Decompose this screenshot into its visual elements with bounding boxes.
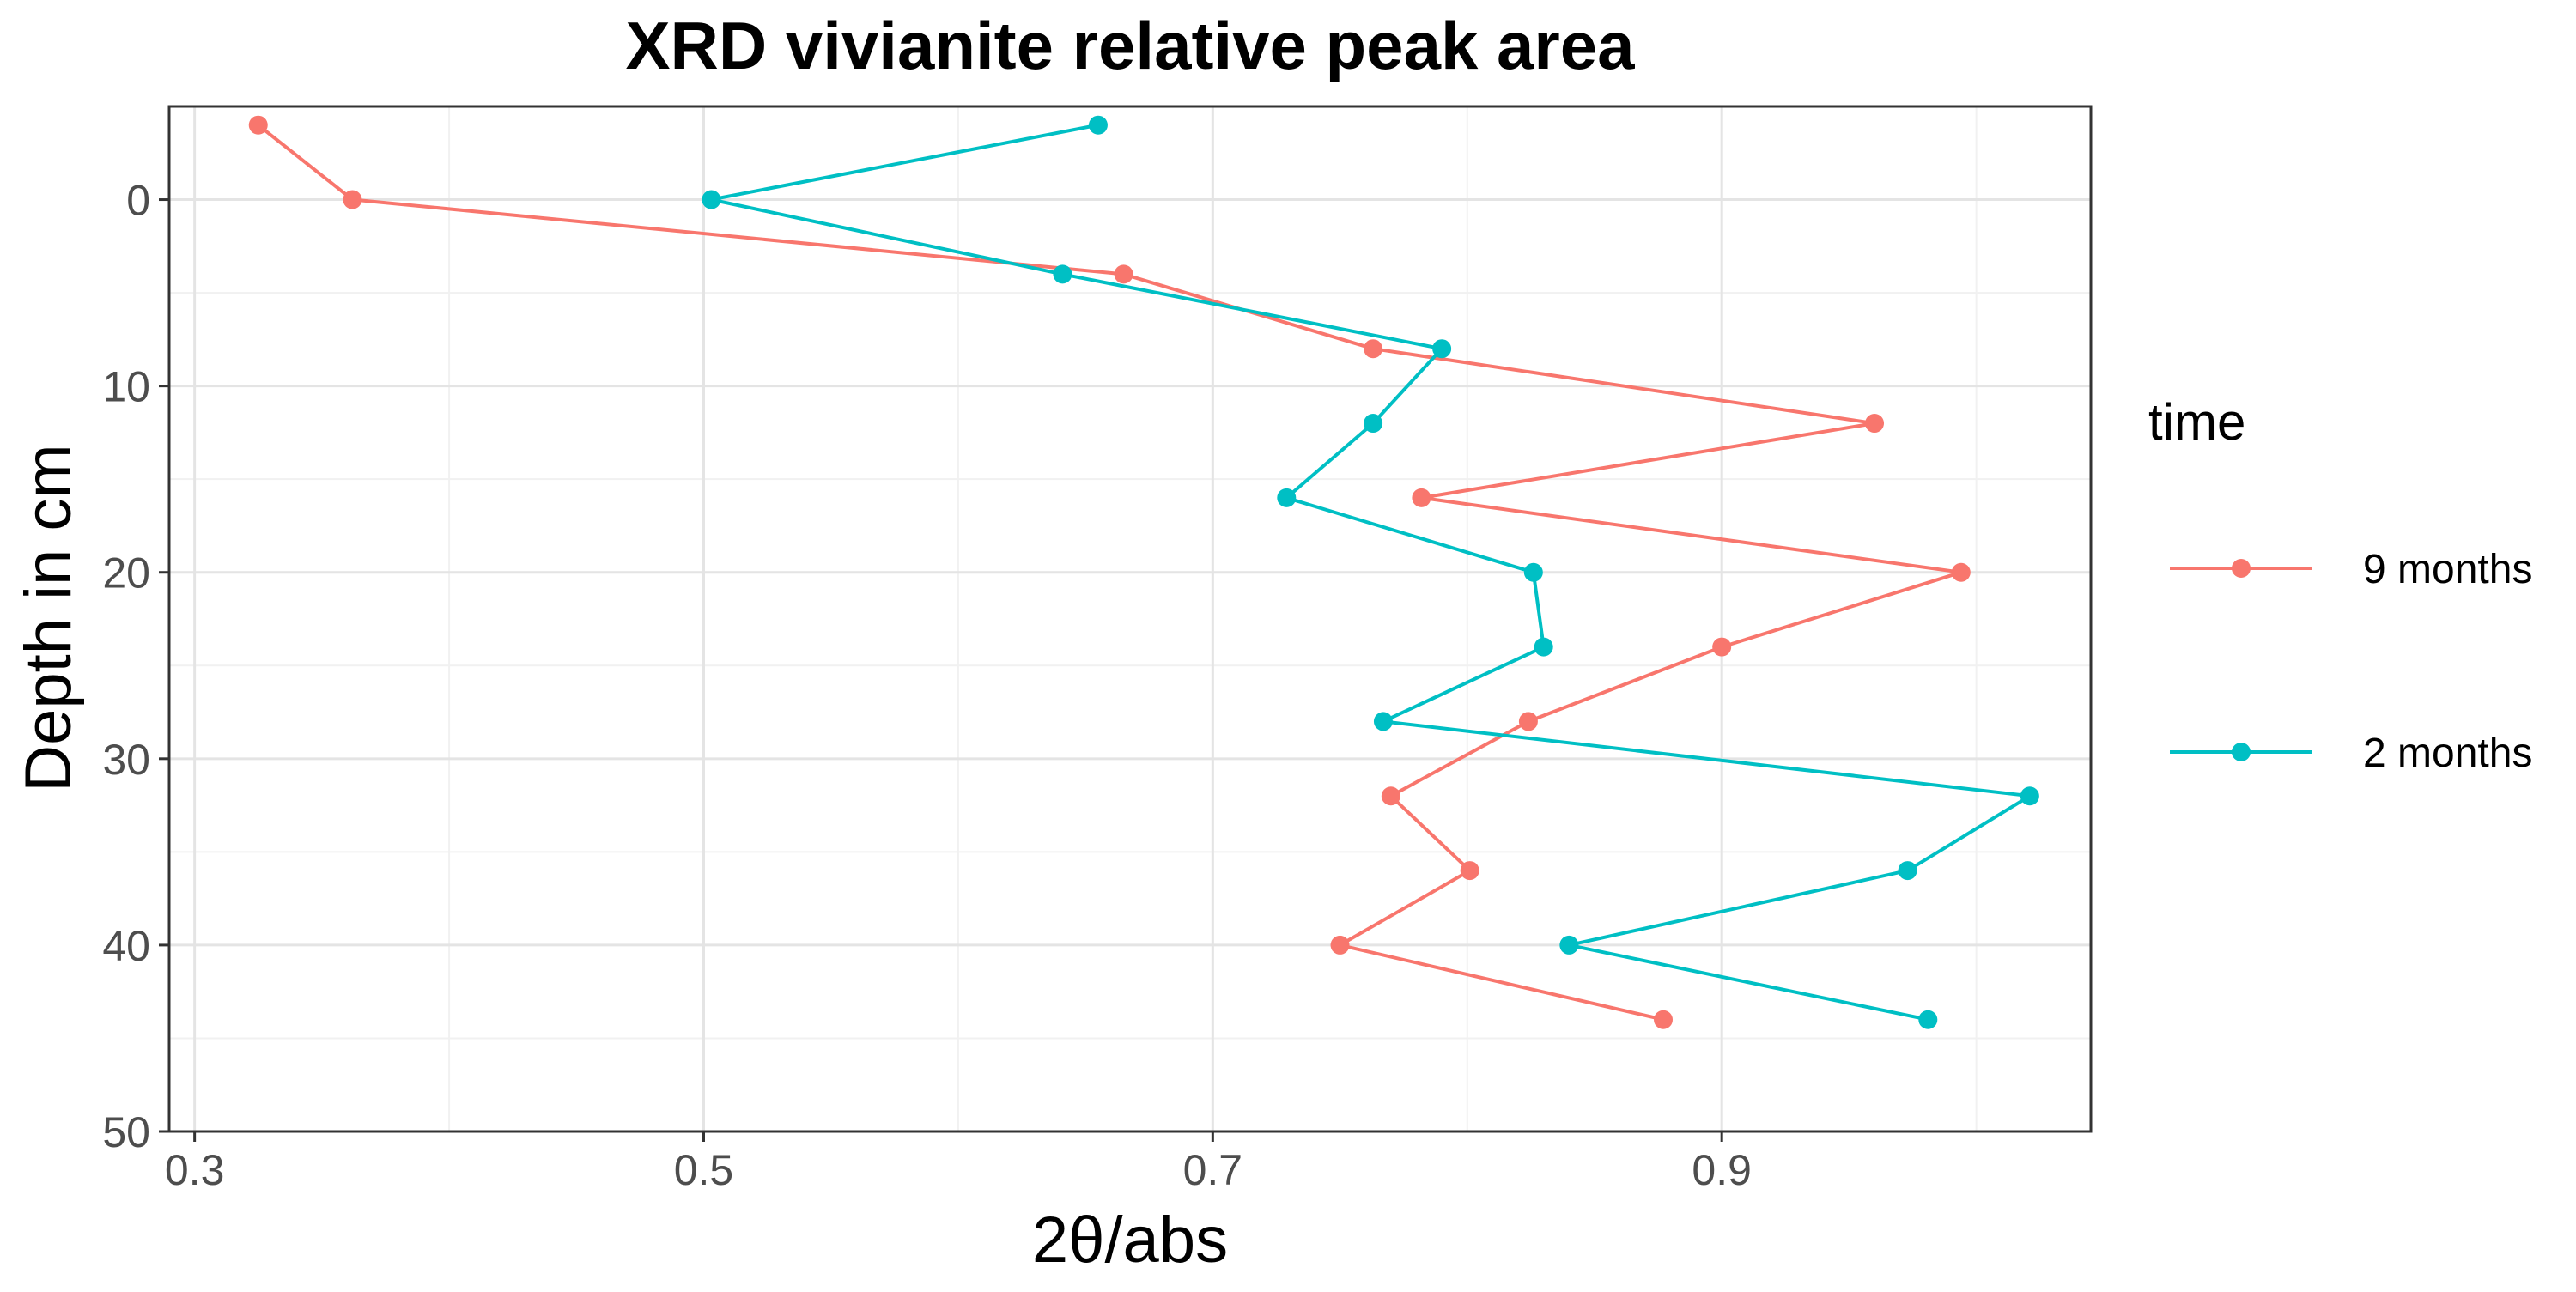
data-point (702, 190, 721, 209)
y-axis-title: Depth in cm (12, 444, 85, 792)
data-point (1898, 861, 1917, 881)
x-tick-label: 0.7 (1183, 1146, 1243, 1194)
series-2 (702, 115, 2039, 1029)
data-point (1381, 786, 1400, 806)
data-point (2020, 786, 2039, 806)
data-point (1460, 861, 1479, 881)
data-point (1523, 562, 1543, 582)
data-point (1432, 339, 1452, 359)
plot-series (248, 115, 2039, 1029)
x-tick-label: 0.5 (674, 1146, 734, 1194)
y-tick-label: 10 (102, 363, 150, 411)
x-tick-label: 0.9 (1692, 1146, 1752, 1194)
legend-items: 9 months 2 months (2170, 547, 2532, 776)
y-tick-label: 0 (126, 177, 150, 225)
data-point (1330, 935, 1350, 955)
series-1 (248, 115, 1971, 1029)
y-tick-label: 50 (102, 1108, 150, 1156)
legend-label: 2 months (2363, 731, 2532, 776)
data-point (1412, 488, 1431, 507)
plot-panel-border (167, 105, 2093, 1133)
data-point (1114, 264, 1133, 284)
legend-key-point (2232, 559, 2251, 578)
data-point (1918, 1010, 1938, 1029)
y-tick-label: 40 (102, 922, 150, 970)
data-point (1518, 712, 1538, 731)
legend-title: time (2148, 393, 2245, 451)
data-point (1373, 712, 1393, 731)
data-point (1364, 339, 1383, 359)
y-tick-label: 20 (102, 549, 150, 597)
legend: time 9 months 2 months (2148, 393, 2532, 776)
data-point (1364, 414, 1383, 434)
data-point (1053, 264, 1072, 284)
chart-title: XRD vivianite relative peak area (626, 8, 1636, 83)
data-point (1559, 935, 1579, 955)
legend-item: 2 months (2170, 731, 2532, 776)
y-tick-label: 30 (102, 736, 150, 784)
x-tick-label: 0.3 (165, 1146, 225, 1194)
data-point (248, 115, 268, 135)
data-point (1654, 1010, 1674, 1029)
legend-item: 9 months (2170, 547, 2532, 592)
data-point (1951, 562, 1971, 582)
axes: 0.3 0.5 0.7 0.9 0 10 20 30 40 50 (102, 177, 1752, 1194)
data-point (1277, 488, 1297, 507)
data-point (1712, 637, 1732, 657)
data-point (343, 190, 362, 209)
x-axis-title: 2θ/abs (1032, 1204, 1228, 1277)
data-point (1865, 414, 1885, 434)
data-point (1534, 637, 1553, 657)
legend-key-point (2232, 743, 2251, 761)
grid (169, 106, 2091, 1133)
data-point (1088, 115, 1108, 135)
legend-label: 9 months (2363, 547, 2532, 592)
